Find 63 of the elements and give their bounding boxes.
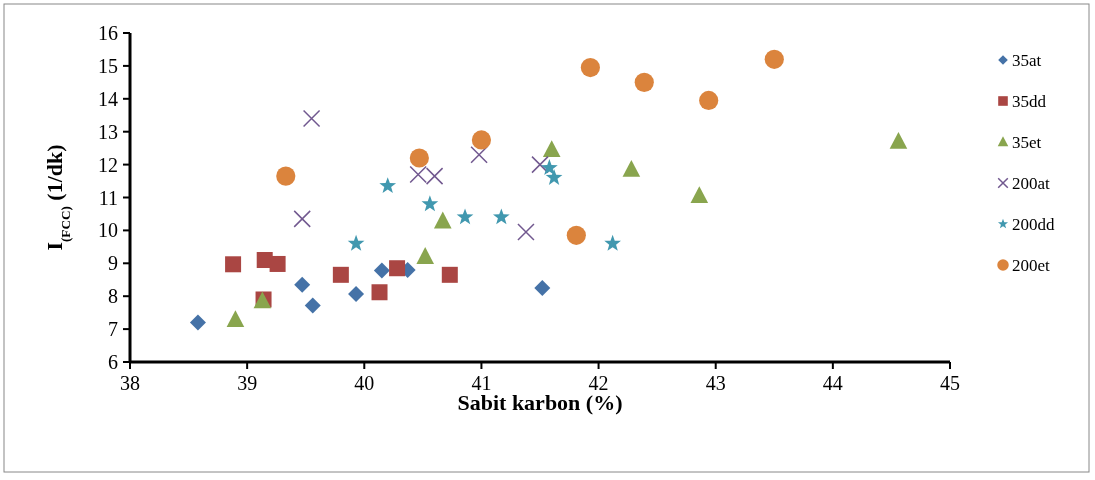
point [545, 168, 563, 185]
legend-label: 200et [1012, 255, 1051, 275]
point [471, 130, 492, 150]
point [492, 208, 510, 225]
point [304, 297, 321, 314]
point [269, 255, 286, 272]
x-tick-label: 44 [822, 372, 843, 394]
point [690, 186, 709, 204]
point [226, 310, 245, 328]
y-tick-label: 8 [108, 285, 118, 308]
point [371, 284, 388, 301]
point [416, 247, 434, 264]
x-tick-label: 40 [354, 372, 375, 394]
point [517, 223, 535, 241]
point [302, 109, 321, 128]
point [225, 256, 242, 273]
x-tick-label: 38 [120, 372, 140, 394]
point [379, 177, 397, 194]
point [699, 90, 719, 111]
y-tick-label: 12 [98, 153, 118, 176]
y-tick-label: 14 [98, 87, 118, 110]
x-tick-label: 39 [237, 372, 258, 394]
point [294, 276, 311, 293]
point [622, 159, 641, 177]
point [542, 140, 561, 157]
legend-label: 200at [1012, 173, 1051, 193]
legend-label: 35et [1012, 132, 1042, 152]
point [276, 166, 296, 186]
point [456, 208, 474, 225]
y-tick-label: 7 [108, 318, 118, 341]
point [541, 159, 558, 176]
point [566, 225, 586, 245]
point [389, 260, 406, 277]
y-tick-label: 9 [108, 252, 118, 275]
point [441, 266, 458, 283]
legend-label: 35dd [1012, 91, 1047, 111]
point [580, 57, 600, 78]
point [433, 211, 452, 229]
point [189, 314, 206, 331]
point [293, 210, 311, 228]
point [470, 145, 488, 164]
legend-label: 35at [1012, 50, 1042, 70]
legend-label: 200dd [1012, 214, 1055, 234]
point [409, 148, 429, 168]
point [373, 262, 390, 279]
x-tick-label: 45 [940, 372, 960, 394]
point [348, 285, 365, 302]
point [347, 234, 365, 251]
point [531, 155, 549, 174]
y-tick-label: 15 [98, 54, 118, 77]
point [634, 72, 654, 92]
point [889, 131, 908, 149]
point [604, 234, 621, 251]
point [421, 195, 439, 212]
point [534, 279, 551, 296]
point [764, 49, 784, 69]
x-tick-label: 43 [705, 372, 726, 394]
y-tick-label: 11 [98, 186, 118, 209]
y-tick-label: 13 [98, 120, 118, 143]
y-tick-label: 6 [108, 351, 118, 373]
y-tick-label: 16 [98, 22, 118, 44]
point [332, 266, 349, 283]
y-tick-label: 10 [98, 219, 118, 242]
